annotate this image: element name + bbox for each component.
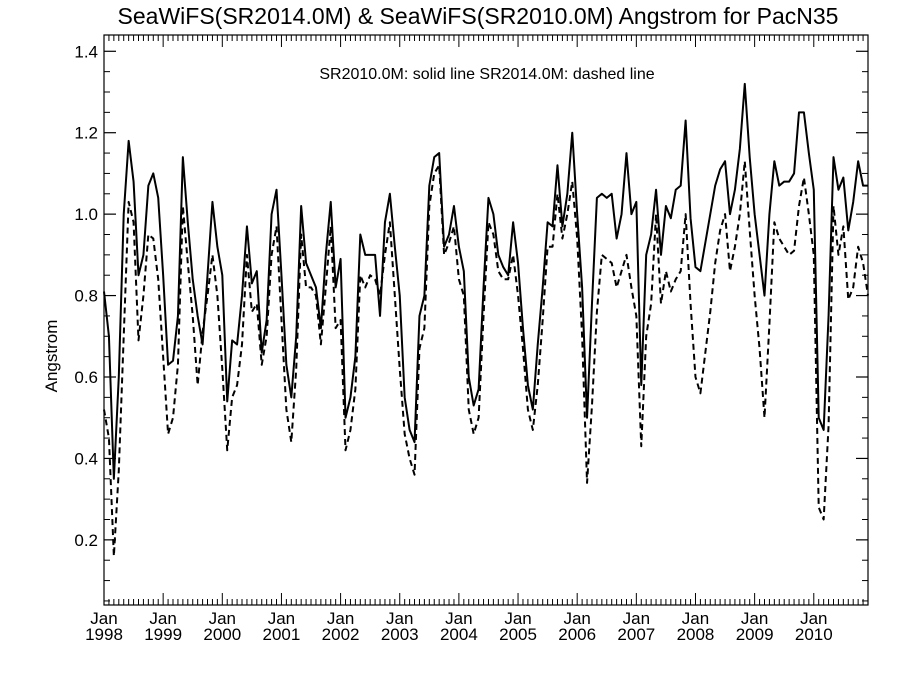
x-tick-label-year: 2006 [558,625,596,644]
x-tick-label-year: 2005 [499,625,537,644]
x-tick-label-year: 2001 [263,625,301,644]
x-tick-label-month: Jan [741,609,768,628]
y-tick-label: 1.2 [74,124,98,143]
chart-title: SeaWiFS(SR2014.0M) & SeaWiFS(SR2010.0M) … [118,3,839,29]
x-tick-label-year: 1998 [85,625,123,644]
x-tick-label-month: Jan [327,609,354,628]
series-layer [103,82,869,558]
x-tick-label-month: Jan [800,609,827,628]
x-tick-label-month: Jan [623,609,650,628]
y-tick-label: 0.2 [74,531,98,550]
series-line-sr2010-0m [103,82,868,480]
x-tick-label-year: 2000 [203,625,241,644]
x-tick-label-month: Jan [445,609,472,628]
series-legend-note: SR2010.0M: solid line SR2014.0M: dashed … [319,66,654,83]
x-tick-label-year: 1999 [144,625,182,644]
x-tick-label-year: 2010 [795,625,833,644]
x-tick-label-month: Jan [90,609,117,628]
x-tick-label-year: 2008 [677,625,715,644]
x-axis: Jan1998Jan1999Jan2000Jan2001Jan2002Jan20… [85,35,869,644]
y-tick-label: 0.6 [74,368,98,387]
x-tick-label-year: 2009 [736,625,774,644]
y-tick-label: 0.4 [74,449,98,468]
x-tick-label-year: 2003 [381,625,419,644]
y-tick-label: 1.0 [74,205,98,224]
x-tick-label-year: 2002 [322,625,360,644]
x-tick-label-month: Jan [268,609,295,628]
y-axis-title: Angstrom [42,320,61,393]
y-tick-label: 1.4 [74,42,98,61]
y-axis: 0.2 0.4 0.6 0.8 1.0 1.2 1.4 [74,42,868,602]
x-tick-label-month: Jan [682,609,709,628]
plot-frame [103,34,869,606]
series-line-sr2014-0m [103,160,869,558]
x-tick-label-month: Jan [209,609,236,628]
x-tick-label-year: 2007 [617,625,655,644]
x-tick-label-month: Jan [504,609,531,628]
x-tick-label-year: 2004 [440,625,478,644]
y-tick-label: 0.8 [74,287,98,306]
x-tick-label-month: Jan [386,609,413,628]
x-tick-label-month: Jan [149,609,176,628]
x-tick-label-month: Jan [563,609,590,628]
